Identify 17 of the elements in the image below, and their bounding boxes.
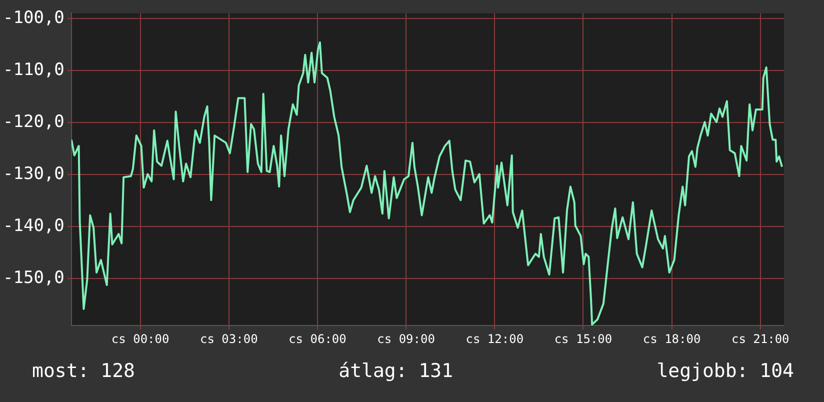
x-tick-label: cs 00:00	[111, 332, 170, 346]
x-tick-label: cs 15:00	[554, 332, 612, 346]
y-tick-label: -100,0	[2, 8, 64, 28]
x-tick-label: cs 18:00	[642, 332, 701, 346]
x-tick-label: cs 03:00	[200, 332, 258, 346]
text: legjobb: 104	[656, 360, 794, 382]
x-tick-label: cs 06:00	[288, 332, 346, 346]
text: most: 128	[32, 360, 135, 382]
y-tick-label: -110,0	[2, 60, 64, 80]
x-tick-label: cs 09:00	[377, 332, 435, 346]
text: átlag: 131	[338, 360, 454, 382]
x-tick-label: cs 21:00	[731, 332, 790, 346]
x-tick-label: cs 12:00	[466, 332, 524, 346]
y-tick-label: -120,0	[2, 112, 64, 132]
y-tick-label: -150,0	[2, 268, 64, 288]
y-tick-label: -130,0	[2, 164, 64, 184]
y-tick-label: -140,0	[2, 216, 64, 236]
